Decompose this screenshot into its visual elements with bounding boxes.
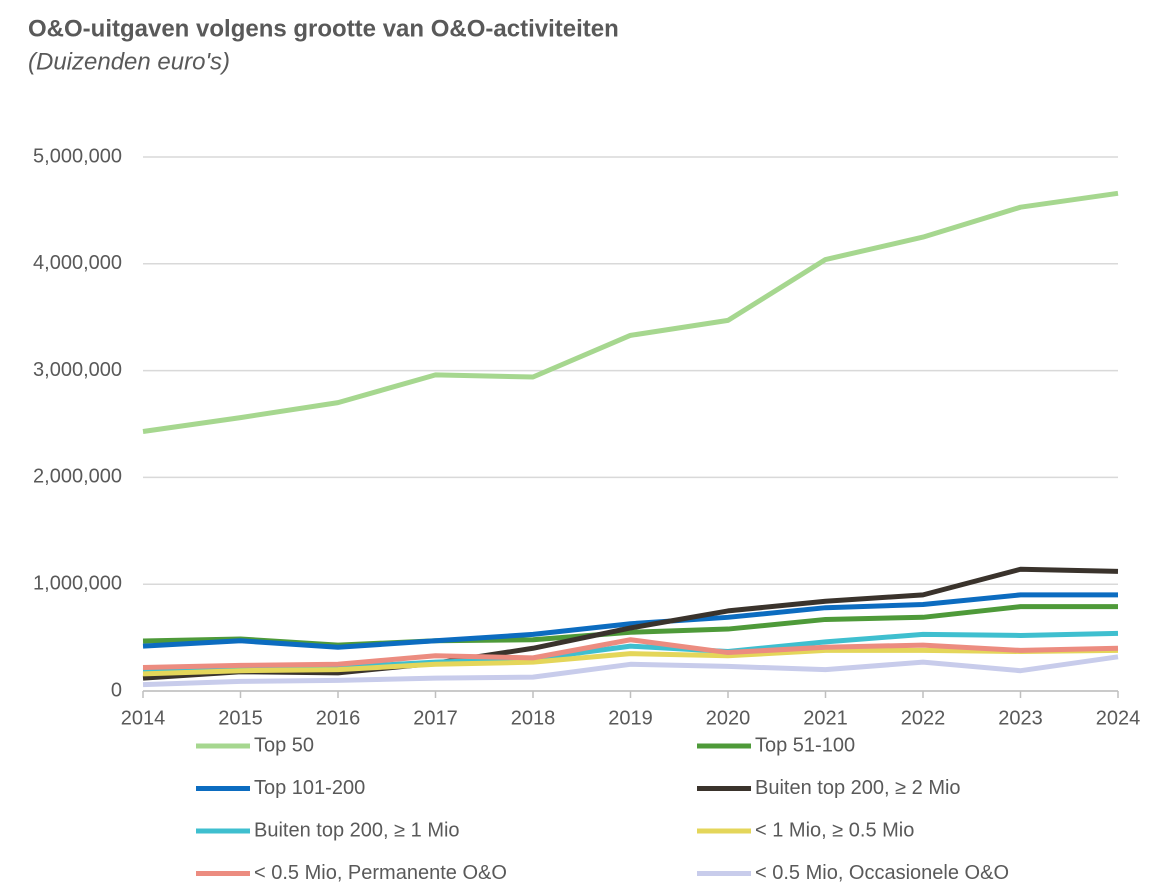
legend-label: < 1 Mio, ≥ 0.5 Mio xyxy=(755,819,914,841)
y-tick-label: 1,000,000 xyxy=(33,572,122,594)
x-tick-label: 2016 xyxy=(316,707,361,729)
x-tick-label: 2021 xyxy=(803,707,848,729)
x-tick-label: 2014 xyxy=(121,707,166,729)
series-line xyxy=(142,647,1119,677)
legend-label: < 0.5 Mio, Occasionele O&O xyxy=(755,862,1009,884)
legend-label: Top 101-200 xyxy=(254,777,365,799)
y-tick-label: 5,000,000 xyxy=(33,145,122,167)
chart-subtitle: (Duizenden euro's) xyxy=(28,48,230,75)
y-tick-label: 2,000,000 xyxy=(33,466,122,488)
legend-label: Buiten top 200, ≥ 2 Mio xyxy=(755,777,961,799)
legend-label: < 0.5 Mio, Permanente O&O xyxy=(254,862,507,884)
x-tick-label: 2022 xyxy=(901,707,946,729)
legend-label: Top 50 xyxy=(254,734,314,756)
x-tick-label: 2018 xyxy=(511,707,556,729)
x-tick-label: 2024 xyxy=(1096,707,1141,729)
x-tick-label: 2015 xyxy=(218,707,263,729)
x-tick-label: 2017 xyxy=(413,707,458,729)
series-line xyxy=(142,592,1118,650)
x-tick-label: 2019 xyxy=(608,707,653,729)
x-tick-label: 2020 xyxy=(706,707,751,729)
series-line xyxy=(142,654,1119,688)
series-line xyxy=(142,637,1119,671)
legend-label: Top 51-100 xyxy=(755,734,855,756)
legend-label: Buiten top 200, ≥ 1 Mio xyxy=(254,819,460,841)
chart-title: O&O-uitgaven volgens grootte van O&O-act… xyxy=(28,15,619,42)
y-tick-label: 3,000,000 xyxy=(33,359,122,381)
series-line xyxy=(142,190,1119,434)
y-tick-label: 4,000,000 xyxy=(33,252,122,274)
x-tick-label: 2023 xyxy=(998,707,1043,729)
y-tick-label: 0 xyxy=(111,679,122,701)
